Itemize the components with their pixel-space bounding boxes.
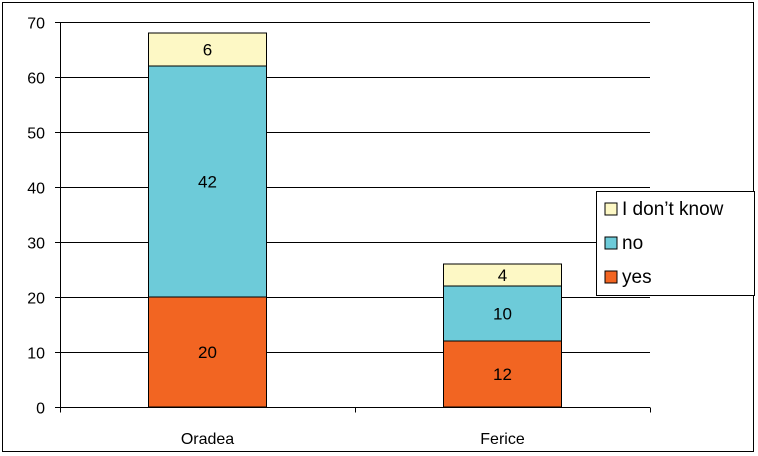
legend-swatch — [604, 270, 618, 284]
bar-segment — [443, 263, 562, 287]
bars — [148, 32, 562, 408]
data-label: 12 — [493, 365, 512, 384]
y-tick-label: 50 — [27, 126, 45, 143]
bar-segment — [443, 285, 562, 342]
legend-label: yes — [622, 267, 652, 288]
y-tick-label: 60 — [27, 71, 45, 88]
legend-label: I don’t know — [622, 199, 724, 220]
bar-segment — [148, 65, 267, 298]
y-tick-label: 0 — [36, 401, 45, 418]
data-label: 42 — [198, 173, 217, 192]
bar-segment — [148, 32, 267, 67]
labels: 0 10 20 30 40 50 60 70 20 42 6 Oradea 12 10 4 Ferice — [27, 16, 525, 449]
legend-swatch — [604, 236, 618, 250]
legend-label: no — [622, 233, 643, 254]
y-tick-label: 40 — [27, 181, 45, 198]
bar-segment — [443, 340, 562, 408]
axes — [55, 22, 651, 413]
legend-box — [596, 191, 755, 296]
y-tick-label: 10 — [27, 346, 45, 363]
data-label: 6 — [203, 41, 212, 60]
data-label: 20 — [198, 343, 217, 362]
bar-segment — [148, 296, 267, 408]
y-tick-label: 70 — [27, 16, 45, 33]
data-label: 4 — [498, 266, 507, 285]
legend-swatch — [604, 202, 618, 216]
y-tick-label: 20 — [27, 291, 45, 308]
y-tick-label: 30 — [27, 236, 45, 253]
x-tick-label: Oradea — [181, 431, 234, 448]
legend: I don’t know no yes — [596, 191, 755, 296]
x-tick-label: Ferice — [480, 431, 525, 448]
data-label: 10 — [493, 305, 512, 324]
